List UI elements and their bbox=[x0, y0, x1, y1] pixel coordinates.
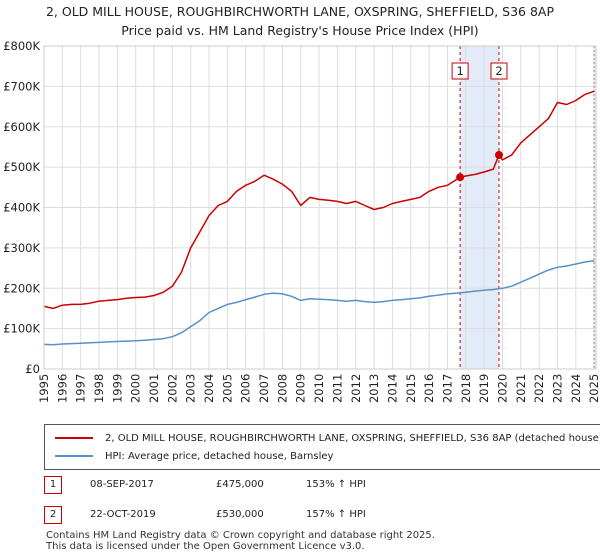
x-tick-label: 2006 bbox=[239, 374, 253, 403]
x-tick-label: 2017 bbox=[440, 374, 454, 403]
sale-marker-label: 1 bbox=[456, 64, 463, 78]
sale-number-badge: 1 bbox=[44, 476, 62, 494]
x-tick-label: 2012 bbox=[349, 374, 363, 403]
y-tick-label: £300K bbox=[3, 241, 40, 255]
legend: 2, OLD MILL HOUSE, ROUGHBIRCHWORTH LANE,… bbox=[44, 424, 600, 470]
sale-price: £530,000 bbox=[216, 509, 264, 520]
title-line-2: Price paid vs. HM Land Registry's House … bbox=[121, 23, 479, 38]
x-tick-label: 2021 bbox=[514, 374, 528, 403]
x-tick-label: 2016 bbox=[422, 374, 436, 403]
y-tick-label: £500K bbox=[3, 160, 40, 174]
x-tick-label: 1996 bbox=[55, 374, 69, 403]
sale-date: 08-SEP-2017 bbox=[90, 479, 154, 490]
x-tick-label: 2000 bbox=[129, 374, 143, 403]
sale-marker-label: 2 bbox=[495, 64, 502, 78]
x-tick-label: 2002 bbox=[165, 374, 179, 403]
x-tick-label: 2020 bbox=[495, 374, 509, 403]
y-tick-label: £0 bbox=[25, 362, 40, 376]
y-tick-label: £700K bbox=[3, 79, 40, 93]
series-line bbox=[43, 260, 595, 346]
x-tick-label: 2025 bbox=[587, 374, 600, 403]
sale-point bbox=[494, 151, 503, 160]
series-line bbox=[43, 90, 595, 310]
x-tick-label: 2018 bbox=[459, 374, 473, 403]
sale-price: £475,000 bbox=[216, 479, 264, 490]
legend-item-hpi: HPI: Average price, detached house, Barn… bbox=[55, 447, 333, 465]
y-tick-label: £600K bbox=[3, 120, 40, 134]
footer: Contains HM Land Registry data © Crown c… bbox=[46, 530, 435, 552]
sale-marker-box bbox=[451, 62, 469, 80]
x-tick-label: 2014 bbox=[385, 374, 399, 403]
x-tick-label: 1999 bbox=[110, 374, 124, 403]
x-tick-label: 2013 bbox=[367, 374, 381, 403]
x-tick-label: 2009 bbox=[294, 374, 308, 403]
footer-copyright: Contains HM Land Registry data © Crown c… bbox=[46, 530, 435, 541]
y-tick-label: £100K bbox=[3, 322, 40, 336]
legend-line-property bbox=[55, 437, 93, 439]
x-tick-label: 2022 bbox=[532, 374, 546, 403]
x-tick-label: 2008 bbox=[275, 374, 289, 403]
x-tick-label: 2004 bbox=[202, 374, 216, 403]
x-tick-label: 2019 bbox=[477, 374, 491, 403]
sale-number-badge: 2 bbox=[44, 506, 62, 524]
price-chart: £0 £100K £200K £300K £400K £500K £600K £700K £80… bbox=[3, 39, 600, 403]
y-tick-label: £200K bbox=[3, 281, 40, 295]
legend-label-hpi: HPI: Average price, detached house, Barn… bbox=[105, 450, 334, 462]
legend-label-property: 2, OLD MILL HOUSE, ROUGHBIRCHWORTH LANE,… bbox=[105, 432, 600, 444]
footer-licence: This data is licensed under the Open Gov… bbox=[46, 541, 365, 552]
legend-item-property: 2, OLD MILL HOUSE, ROUGHBIRCHWORTH LANE,… bbox=[55, 429, 600, 447]
x-tick-label: 1997 bbox=[74, 374, 88, 403]
sale-hpi-change: 157% ↑ HPI bbox=[306, 509, 366, 520]
plot-frame bbox=[43, 45, 597, 370]
x-tick-label: 2005 bbox=[220, 374, 234, 403]
y-tick-label: £800K bbox=[3, 39, 40, 53]
x-tick-label: 2015 bbox=[404, 374, 418, 403]
x-tick-label: 2023 bbox=[550, 374, 564, 403]
sale-marker-box bbox=[490, 62, 508, 80]
x-tick-label: 2011 bbox=[330, 374, 344, 403]
chart-title: 2, OLD MILL HOUSE, ROUGHBIRCHWORTH LANE,… bbox=[0, 2, 600, 40]
sale-date: 22-OCT-2019 bbox=[90, 509, 156, 520]
x-tick-label: 1998 bbox=[92, 374, 106, 403]
x-tick-label: 1995 bbox=[37, 374, 51, 403]
x-tick-label: 2007 bbox=[257, 374, 271, 403]
sale-hpi-change: 153% ↑ HPI bbox=[306, 479, 366, 490]
x-tick-label: 2010 bbox=[312, 374, 326, 403]
x-tick-label: 2003 bbox=[184, 374, 198, 403]
title-line-1: 2, OLD MILL HOUSE, ROUGHBIRCHWORTH LANE,… bbox=[45, 4, 555, 19]
sale-point bbox=[456, 173, 465, 182]
y-tick-label: £400K bbox=[3, 201, 40, 215]
x-tick-label: 2024 bbox=[569, 374, 583, 403]
legend-line-hpi bbox=[55, 455, 93, 457]
x-tick-label: 2001 bbox=[147, 374, 161, 403]
